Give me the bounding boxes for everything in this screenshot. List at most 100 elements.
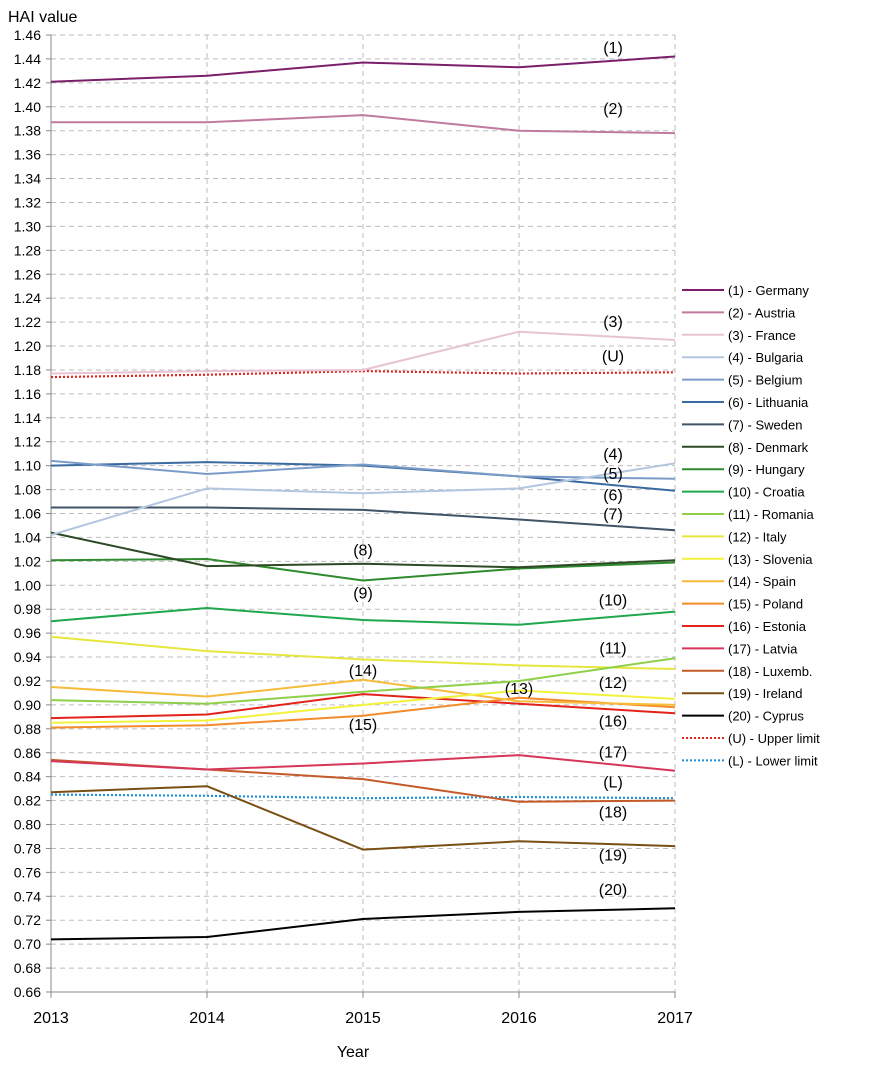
y-tick-label: 0.86 xyxy=(14,745,41,761)
annotation-label: (20) xyxy=(599,882,627,899)
gridlines xyxy=(50,34,676,992)
y-tick-label: 0.66 xyxy=(14,984,41,1000)
legend-entry-label: (13) - Slovenia xyxy=(728,552,813,567)
legend-entry-label: (9) - Hungary xyxy=(728,462,805,477)
y-tick-label: 1.26 xyxy=(14,266,41,282)
legend-entry-label: (3) - France xyxy=(728,328,796,343)
line-annotations: (1) (2) (3) (U) (4) (5) (6) (7) (8) (9) (10) (11) (1… xyxy=(349,40,627,899)
legend-entry-label: (14) - Spain xyxy=(728,574,796,589)
series-line-15 xyxy=(50,696,676,729)
series-line-7 xyxy=(51,506,676,532)
legend: (1) - Germany (2) - Austria (3) - France (4… xyxy=(682,283,820,768)
y-tick-label: 1.38 xyxy=(14,123,41,139)
y-tick-label: 1.28 xyxy=(14,242,41,258)
y-tick-label: 1.12 xyxy=(14,434,41,450)
legend-entry-label: (10) - Croatia xyxy=(728,485,805,500)
legend-entry-label: (L) - Lower limit xyxy=(728,753,818,768)
y-tick-label: 1.46 xyxy=(14,27,41,43)
annotation-label: (10) xyxy=(599,593,627,610)
legend-entry-label: (5) - Belgium xyxy=(728,373,802,388)
series-line-11 xyxy=(50,657,676,705)
series-line-8 xyxy=(50,531,676,569)
series-line-u xyxy=(50,370,676,379)
y-tick-label: 1.02 xyxy=(14,553,41,569)
y-tick-label: 0.94 xyxy=(14,649,41,665)
y-tick-label: 1.16 xyxy=(14,386,41,402)
annotation-label: (9) xyxy=(353,585,373,602)
y-tick-label: 1.14 xyxy=(14,410,41,426)
series-line-3 xyxy=(50,330,676,375)
series-line-12 xyxy=(50,635,676,670)
annotation-label: (17) xyxy=(599,745,627,762)
axes: HAI value Year 0.66 0.68 0.70 0.72 0.74 0.76 0… xyxy=(8,9,693,1061)
y-tick-label: 1.34 xyxy=(14,171,41,187)
series-line-6 xyxy=(50,461,676,492)
y-tick-label: 1.04 xyxy=(14,529,41,545)
legend-entry-label: (19) - Ireland xyxy=(728,686,802,701)
series-line-9 xyxy=(50,558,676,582)
y-tick-label: 0.92 xyxy=(14,673,41,689)
y-tick-label: 1.36 xyxy=(14,147,41,163)
series-line-19 xyxy=(50,785,676,851)
legend-entry-label: (16) - Estonia xyxy=(728,619,807,634)
legend-entry-label: (15) - Poland xyxy=(728,597,803,612)
annotation-label: (4) xyxy=(603,447,623,464)
y-tick-label: 0.88 xyxy=(14,721,41,737)
y-tick-label: 1.32 xyxy=(14,194,41,210)
annotation-label: (7) xyxy=(603,506,623,523)
series-line-14 xyxy=(50,678,676,706)
y-tick-label: 1.08 xyxy=(14,482,41,498)
legend-entry-label: (17) - Latvia xyxy=(728,641,798,656)
y-tick-label: 0.96 xyxy=(14,625,41,641)
y-tick-label: 0.68 xyxy=(14,960,41,976)
y-tick-label: 0.82 xyxy=(14,793,41,809)
x-tick-label: 2014 xyxy=(189,1010,225,1027)
series-line-13 xyxy=(50,689,676,724)
annotation-label: (12) xyxy=(599,675,627,692)
annotation-label: (13) xyxy=(505,681,533,698)
y-tick-label: 1.18 xyxy=(14,362,41,378)
annotation-label: (1) xyxy=(603,40,623,57)
legend-entry-label: (1) - Germany xyxy=(728,283,809,298)
x-tick-label: 2013 xyxy=(33,1010,69,1027)
series-line-10 xyxy=(50,607,676,626)
y-tick-label: 1.24 xyxy=(14,290,41,306)
y-tick-label: 0.84 xyxy=(14,769,41,785)
legend-entry-label: (8) - Denmark xyxy=(728,440,809,455)
legend-entry-label: (U) - Upper limit xyxy=(728,731,820,746)
annotation-label: (U) xyxy=(602,349,624,366)
x-tick-label: 2016 xyxy=(501,1010,537,1027)
annotation-label: (18) xyxy=(599,804,627,821)
y-tick-label: 1.06 xyxy=(14,506,41,522)
x-tick-label: 2015 xyxy=(345,1010,381,1027)
series-line-4 xyxy=(50,462,676,536)
y-tick-label: 1.42 xyxy=(14,75,41,91)
y-tick-label: 0.70 xyxy=(14,936,41,952)
annotation-label: (15) xyxy=(349,717,377,734)
legend-entry-label: (11) - Romania xyxy=(728,507,815,522)
series-line-2 xyxy=(51,114,676,135)
x-axis-title: Year xyxy=(337,1044,370,1061)
annotation-label: (5) xyxy=(603,466,623,483)
y-tick-label: 1.10 xyxy=(14,458,41,474)
y-tick-label: 1.44 xyxy=(14,51,41,67)
y-tick-label: 1.22 xyxy=(14,314,41,330)
annotation-label: (11) xyxy=(599,640,626,657)
series-line-1 xyxy=(50,55,676,83)
legend-entry-label: (6) - Lithuania xyxy=(728,395,809,410)
y-tick-label: 0.98 xyxy=(14,601,41,617)
legend-entry-label: (2) - Austria xyxy=(728,305,796,320)
y-tick-label: 0.74 xyxy=(14,888,41,904)
annotation-label: (14) xyxy=(349,663,377,680)
y-tick-label: 1.40 xyxy=(14,99,41,115)
annotation-label: (L) xyxy=(603,774,623,791)
series-line-l xyxy=(50,793,676,800)
legend-entry-label: (20) - Cyprus xyxy=(728,709,804,724)
annotation-label: (19) xyxy=(599,847,627,864)
series-lines xyxy=(50,55,676,941)
x-tick-label: 2017 xyxy=(657,1010,693,1027)
series-line-5 xyxy=(50,459,676,480)
annotation-label: (16) xyxy=(599,713,627,730)
